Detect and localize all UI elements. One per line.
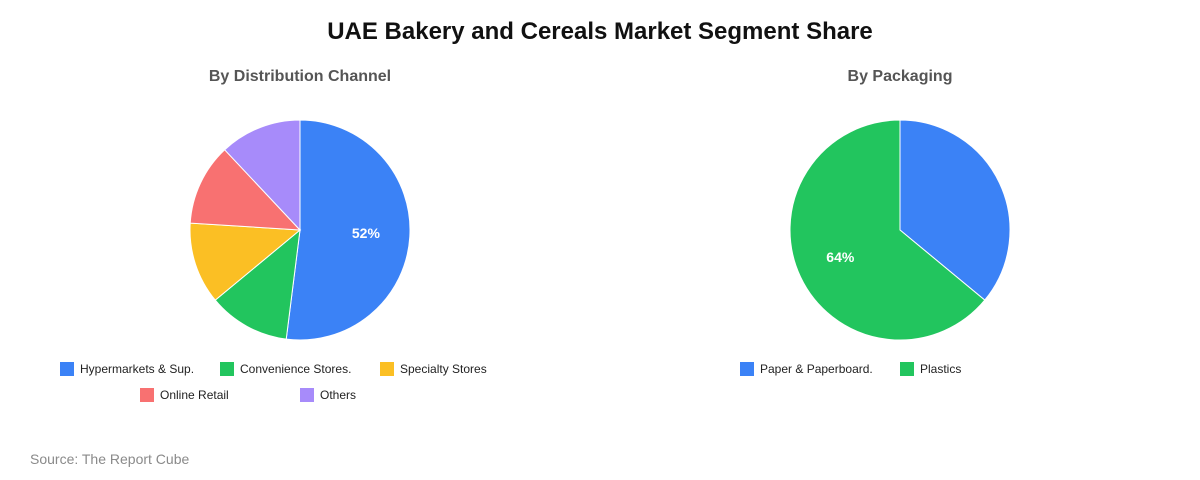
packaging-pie: 64% — [789, 119, 1011, 341]
legend-item-plastics: Plastics — [900, 360, 961, 378]
source-note: Source: The Report Cube — [30, 451, 190, 467]
packaging-panel: By Packaging 64% Paper & Paperboard. Plas… — [600, 66, 1200, 416]
legend-label: Convenience Stores. — [240, 362, 352, 376]
distribution-channel-title: By Distribution Channel — [208, 68, 392, 85]
pie-slice-convenience-stores — [214, 228, 301, 340]
distribution-channel-panel: By Distribution Channel 52% Hypermarkets… — [0, 66, 600, 416]
legend-item-hypermarkets-sup: Hypermarkets & Sup. — [60, 360, 194, 378]
legend-item-online-retail: Online Retail — [140, 386, 229, 404]
legend-swatch — [900, 362, 914, 376]
legend-swatch — [60, 362, 74, 376]
page-title: UAE Bakery and Cereals Market Segment Sh… — [327, 18, 873, 45]
legend-item-others: Others — [300, 386, 356, 404]
legend-label: Plastics — [920, 362, 962, 376]
packaging-title: By Packaging — [847, 68, 953, 85]
data-label-hypermarkets-sup: 52% — [352, 225, 381, 241]
pie-slice-others — [223, 119, 301, 232]
distribution-channel-pie: 52% — [189, 119, 411, 341]
legend-swatch — [380, 362, 394, 376]
legend-label: Specialty Stores — [400, 362, 487, 376]
legend-item-convenience-stores: Convenience Stores. — [220, 360, 351, 378]
legend-label: Hypermarkets & Sup. — [80, 362, 195, 376]
pie-slice-paper-paperboard — [899, 119, 1011, 301]
legend-label: Online Retail — [160, 388, 229, 402]
legend-item-specialty-stores: Specialty Stores — [380, 360, 487, 378]
data-label-plastics: 64% — [826, 249, 855, 265]
pie-slice-hypermarkets-sup — [285, 119, 411, 341]
legend-label: Paper & Paperboard. — [760, 362, 873, 376]
legend-swatch — [140, 388, 154, 402]
pie-slice-online-retail — [189, 149, 302, 231]
legend-swatch — [300, 388, 314, 402]
legend-swatch — [740, 362, 754, 376]
pie-slice-specialty-stores — [189, 222, 302, 301]
legend-swatch — [220, 362, 234, 376]
legend-label: Others — [320, 388, 357, 402]
pie-slice-plastics — [789, 119, 986, 341]
legend-item-paper-paperboard: Paper & Paperboard. — [740, 360, 873, 378]
